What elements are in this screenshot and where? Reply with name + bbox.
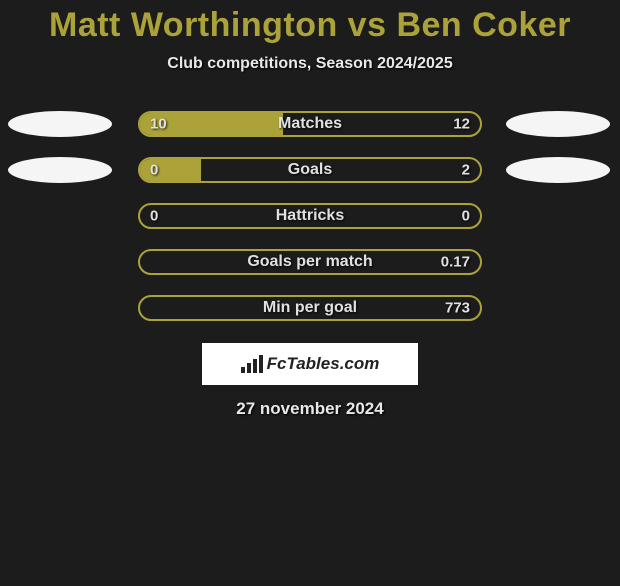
comparison-row: 773Min per goal [0, 285, 620, 331]
logo-text: FcTables.com [267, 354, 380, 374]
comparison-row: 0 0Hattricks [0, 193, 620, 239]
stat-right-value: 2 [462, 162, 470, 179]
footer-date: 27 november 2024 [0, 399, 620, 419]
stat-label: Hattricks [140, 207, 480, 225]
comparison-row: 1012Matches [0, 101, 620, 147]
player-oval-left [8, 157, 112, 183]
stat-right-value: 0 [462, 208, 470, 225]
player-oval-right [506, 157, 610, 183]
stat-left-value: 0 [150, 208, 158, 225]
stat-label: Goals per match [140, 253, 480, 271]
player-oval-right [506, 111, 610, 137]
stat-left-value: 0 [150, 162, 158, 179]
page-subtitle: Club competitions, Season 2024/2025 [0, 55, 620, 73]
stat-right-value: 773 [445, 300, 470, 317]
logo-box: FcTables.com [202, 343, 418, 385]
comparison-row: 02Goals [0, 147, 620, 193]
stat-bar: 02Goals [138, 157, 482, 183]
comparison-row: 0.17Goals per match [0, 239, 620, 285]
stat-left-value: 10 [150, 116, 167, 133]
player-oval-left [8, 111, 112, 137]
stat-bar: 0 0Hattricks [138, 203, 482, 229]
stat-label: Min per goal [140, 299, 480, 317]
stat-right-value: 12 [453, 116, 470, 133]
stat-bar: 0.17Goals per match [138, 249, 482, 275]
bar-chart-icon [241, 355, 263, 373]
page-title: Matt Worthington vs Ben Coker [0, 6, 620, 45]
stat-right-value: 0.17 [441, 254, 470, 271]
stat-bar: 773Min per goal [138, 295, 482, 321]
stat-bar: 1012Matches [138, 111, 482, 137]
comparison-rows: 1012Matches02Goals00Hattricks0.17Goals p… [0, 101, 620, 331]
